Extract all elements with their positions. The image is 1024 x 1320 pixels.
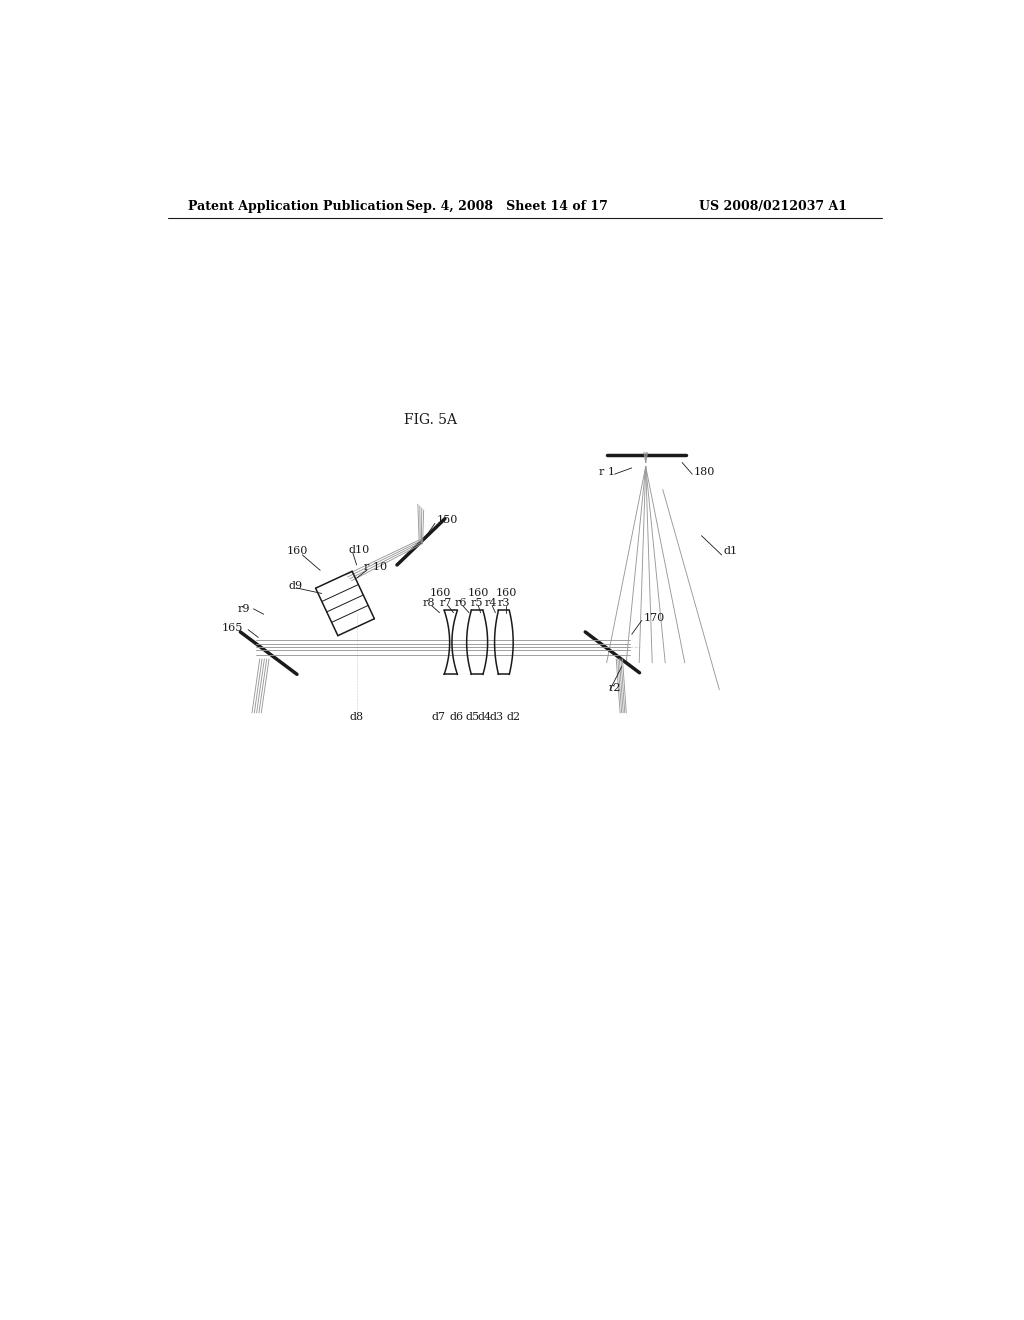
Text: d3: d3	[489, 713, 504, 722]
Text: d5: d5	[465, 713, 479, 722]
Text: r5: r5	[470, 598, 483, 609]
Text: d7: d7	[431, 713, 445, 722]
Text: d1: d1	[723, 546, 737, 556]
Text: r 1: r 1	[599, 467, 614, 477]
Text: 165: 165	[221, 623, 243, 634]
Text: r7: r7	[439, 598, 452, 609]
Text: d6: d6	[450, 713, 464, 722]
Text: r4: r4	[484, 598, 497, 609]
Text: r3: r3	[498, 598, 510, 609]
Text: 150: 150	[436, 515, 458, 525]
Text: 160: 160	[496, 589, 517, 598]
Text: 160: 160	[287, 546, 308, 556]
Text: 170: 170	[643, 612, 665, 623]
Text: US 2008/0212037 A1: US 2008/0212037 A1	[699, 199, 848, 213]
Text: Patent Application Publication: Patent Application Publication	[187, 199, 403, 213]
Text: d8: d8	[349, 713, 364, 722]
Text: d2: d2	[506, 713, 520, 722]
Text: 160: 160	[468, 589, 489, 598]
Text: d9: d9	[289, 581, 302, 591]
Text: r6: r6	[455, 598, 468, 609]
Text: d4: d4	[477, 713, 492, 722]
Text: r9: r9	[238, 603, 251, 614]
Text: 180: 180	[693, 467, 715, 477]
Text: d10: d10	[348, 545, 370, 554]
Text: r2: r2	[608, 684, 621, 693]
Text: r 10: r 10	[365, 561, 387, 572]
Text: Sep. 4, 2008   Sheet 14 of 17: Sep. 4, 2008 Sheet 14 of 17	[406, 199, 607, 213]
Text: FIG. 5A: FIG. 5A	[403, 413, 457, 428]
Text: r8: r8	[423, 598, 435, 609]
Text: 160: 160	[430, 589, 451, 598]
